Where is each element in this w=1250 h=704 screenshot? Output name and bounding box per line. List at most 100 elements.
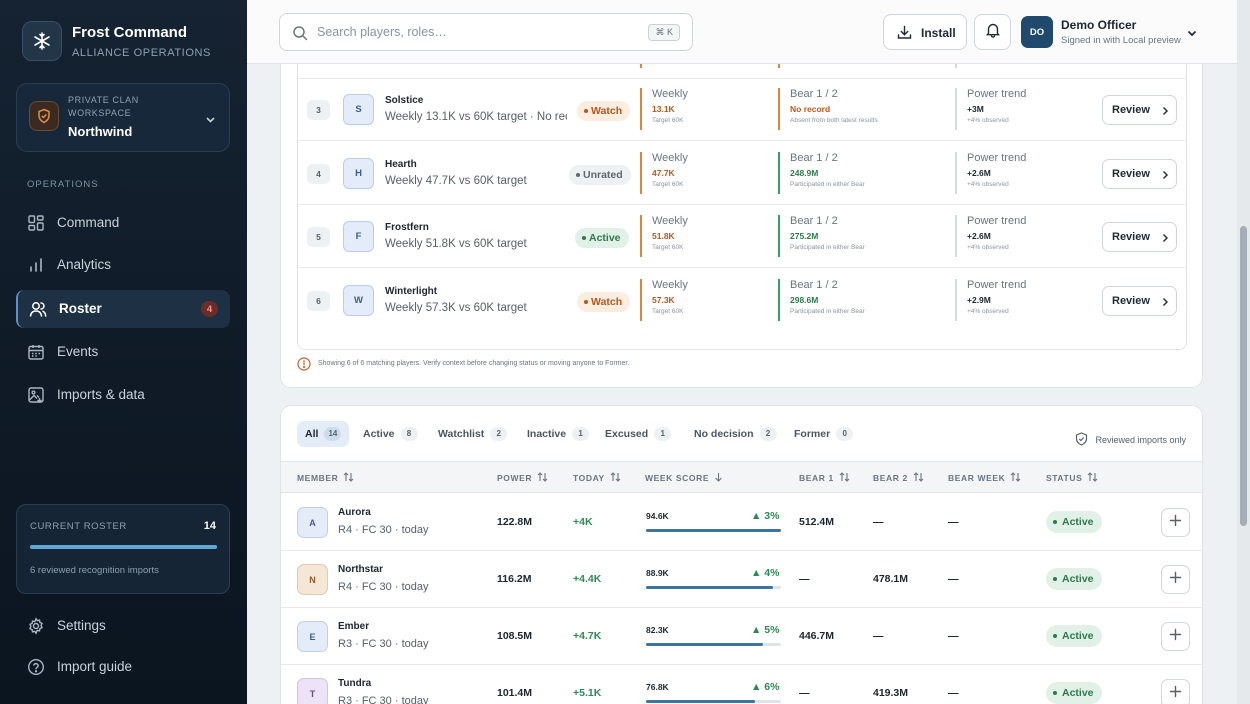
app-subtitle: ALLIANCE OPERATIONS — [72, 47, 211, 59]
workspace-switcher[interactable]: PRIVATE CLAN WORKSPACE Northwind — [16, 83, 230, 152]
tab-count: 1 — [572, 427, 590, 441]
review-button[interactable]: Review — [1102, 286, 1177, 316]
column-header[interactable]: BEAR WEEK — [948, 472, 1021, 484]
column-header[interactable]: BEAR 2 — [873, 472, 924, 484]
metric-power-trend: Power trend +2.6M +4% observed — [955, 152, 1026, 194]
column-header[interactable]: WEEK SCORE — [645, 472, 723, 484]
sidebar-item-imports[interactable]: Imports & data — [16, 376, 230, 414]
brand[interactable]: Frost Command ALLIANCE OPERATIONS — [22, 21, 210, 61]
power-cell: 108.5M — [497, 630, 533, 642]
scrollbar[interactable] — [1237, 0, 1250, 704]
chevron-right-icon — [1161, 106, 1169, 119]
week-score-value: 76.8K — [646, 682, 669, 692]
member-avatar: H — [343, 158, 374, 189]
reviewed-filter[interactable]: Reviewed imports only — [1075, 432, 1186, 448]
week-score-value: 88.9K — [646, 568, 669, 578]
search-input[interactable]: Search players, roles… ⌘ K — [279, 13, 693, 51]
review-button[interactable]: Review — [1102, 159, 1177, 189]
member-meta: R3 · FC 30 · today — [338, 695, 429, 704]
review-label: Review — [1112, 168, 1150, 180]
bear1-cell: — — [799, 687, 810, 699]
metric-note: Target 60K — [652, 117, 684, 124]
tab-label: Former — [794, 428, 831, 440]
member-summary: Weekly 47.7K vs 60K target — [385, 175, 527, 187]
table-row: E Ember R3 · FC 30 · today 108.5M +4.7K 82.3K… — [281, 608, 1202, 665]
chevron-right-icon — [1161, 297, 1169, 310]
tab-former[interactable]: Former 0 — [794, 421, 854, 447]
scrollbar-thumb[interactable] — [1240, 226, 1247, 526]
import-guide-link[interactable]: Import guide — [27, 658, 132, 679]
week-score-fill — [646, 529, 781, 532]
install-button[interactable]: Install — [883, 14, 967, 50]
review-button[interactable]: Review — [1102, 95, 1177, 125]
chevron-down-icon[interactable] — [1186, 26, 1198, 44]
bear2-cell: — — [873, 630, 884, 642]
app-name: Frost Command — [72, 24, 188, 41]
week-score-change: ▲ 3% — [751, 510, 780, 522]
metric-note: Participated in either Bear — [790, 181, 865, 188]
notifications-button[interactable] — [974, 14, 1011, 50]
power-cell: 101.4M — [497, 687, 533, 699]
sidebar-item-events[interactable]: Events — [16, 333, 230, 371]
sidebar-item-label: Events — [57, 344, 99, 359]
metric-power-trend: +3M+3% observed — [955, 64, 1009, 68]
add-button[interactable] — [1161, 508, 1190, 537]
tab-count: 8 — [400, 427, 418, 441]
review-button[interactable]: Review — [1102, 222, 1177, 252]
member-name[interactable]: Winterlight — [385, 286, 438, 297]
bell-icon — [985, 22, 1001, 43]
column-header[interactable]: TODAY — [573, 472, 621, 484]
tab-inactive[interactable]: Inactive 1 — [527, 421, 590, 447]
tab-active[interactable]: Active 8 — [363, 421, 418, 447]
column-header[interactable]: POWER — [497, 472, 548, 484]
import-guide-label: Import guide — [57, 659, 133, 674]
tab-excused[interactable]: Excused 1 — [605, 421, 672, 447]
tab-watchlist[interactable]: Watchlist 2 — [438, 421, 508, 447]
tab-count: 14 — [324, 427, 342, 441]
roster-progress-fill — [30, 545, 217, 549]
add-button[interactable] — [1161, 622, 1190, 651]
users-icon — [29, 300, 47, 318]
metric-label: Bear 1 / 2 — [790, 279, 838, 291]
column-header[interactable]: MEMBER — [297, 472, 354, 484]
metric-weekly: 6.2KTarget 60K — [640, 64, 683, 68]
review-label: Review — [1112, 231, 1150, 243]
metric-weekly: Weekly 51.8K Target 60K — [640, 215, 688, 257]
member-name[interactable]: Tundra — [338, 678, 372, 689]
metric-label: Weekly — [652, 152, 688, 164]
top-bar: Search players, roles… ⌘ K Install DO De… — [247, 0, 1237, 64]
add-button[interactable] — [1161, 565, 1190, 594]
shield-check-icon — [1075, 432, 1088, 448]
member-name[interactable]: Aurora — [338, 507, 371, 518]
avatar[interactable]: DO — [1021, 16, 1053, 48]
metric-label: Power trend — [967, 279, 1027, 291]
member-name[interactable]: Solstice — [385, 95, 424, 106]
today-cell: +5.1K — [573, 687, 602, 699]
metric-value: 298.6M — [790, 295, 819, 305]
metric-power-trend: Power trend +2.9M +4% observed — [955, 279, 1026, 321]
sort-icon — [610, 472, 621, 484]
column-header[interactable]: STATUS — [1046, 472, 1098, 484]
member-meta: R4 · FC 30 · today — [338, 524, 429, 536]
help-icon — [27, 658, 45, 679]
member-name[interactable]: Ember — [338, 621, 370, 632]
sidebar-item-command[interactable]: Command — [16, 204, 230, 242]
column-header[interactable]: BEAR 1 — [799, 472, 850, 484]
metric-value: 248.9M — [790, 168, 819, 178]
sidebar-item-label: Imports & data — [57, 387, 145, 402]
week-score-bar — [646, 529, 781, 532]
sidebar-item-analytics[interactable]: Analytics — [16, 246, 230, 284]
metric-note: Target 60K — [652, 181, 684, 188]
column-label: POWER — [497, 473, 533, 483]
metric-label: Power trend — [967, 152, 1027, 164]
member-name[interactable]: Hearth — [385, 159, 417, 170]
add-button[interactable] — [1161, 679, 1190, 704]
tab-no-decision[interactable]: No decision 2 — [694, 421, 777, 447]
tab-all[interactable]: All 14 — [297, 421, 350, 447]
settings-link[interactable]: Settings — [27, 617, 106, 638]
week-score-change: ▲ 6% — [751, 681, 780, 693]
sidebar-item-roster[interactable]: Roster 4 — [16, 290, 230, 328]
column-label: TODAY — [573, 473, 605, 483]
member-name[interactable]: Northstar — [338, 564, 384, 575]
member-name[interactable]: Frostfern — [385, 222, 429, 233]
